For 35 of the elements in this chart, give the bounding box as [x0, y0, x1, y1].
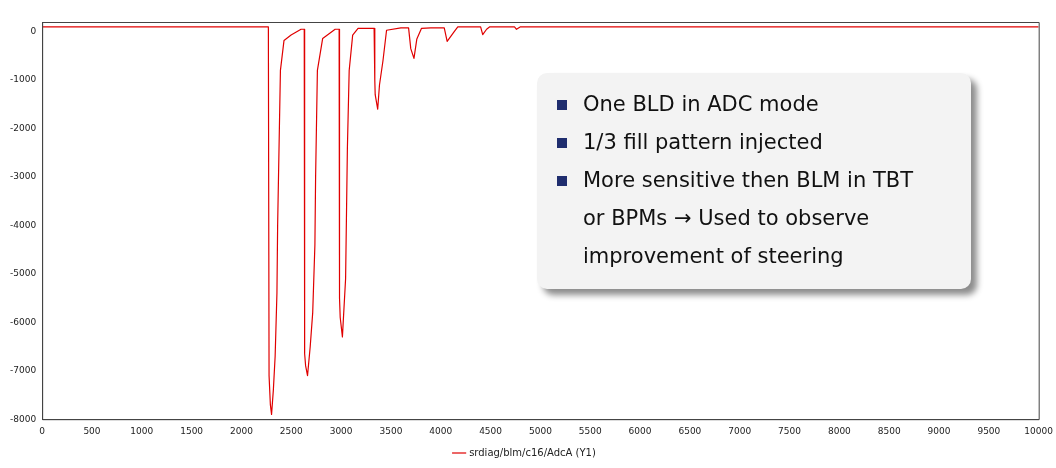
annotation: 1/3 fill pattern injected	[583, 130, 823, 154]
x-tick-label: 7500	[778, 425, 802, 436]
x-tick-label: 8500	[877, 425, 901, 436]
x-tick-label: 5000	[528, 425, 553, 436]
y-tick-label: -2000	[10, 122, 37, 133]
x-tick-label: 7000	[728, 425, 752, 436]
x-tick-label: 5500	[578, 425, 602, 436]
callout-box: One BLD in ADC mode 1/3 fill pattern injected More sensitive then BLM in TBT or BPMs → Used to observe improvement of steering	[537, 73, 971, 289]
x-tick-label: 0	[39, 425, 46, 436]
x-tick-label: 1000	[130, 425, 154, 436]
x-tick-label: 2500	[279, 425, 304, 436]
y-tick-label: -1000	[10, 74, 37, 85]
annotation: One BLD in ADC mode	[583, 92, 819, 116]
y-tick-label: -4000	[10, 219, 37, 230]
x-tick-label: 4500	[479, 425, 503, 436]
x-tick-label: 4000	[429, 425, 453, 436]
y-tick-label: -3000	[10, 171, 37, 182]
y-tick-label: -8000	[10, 413, 37, 424]
x-tick-label: 8000	[827, 425, 852, 436]
y-tick-label: -6000	[10, 316, 37, 327]
y-tick-label: -7000	[10, 365, 37, 376]
x-tick-label: 1500	[180, 425, 204, 436]
x-tick-label: 9500	[977, 425, 1001, 436]
x-tick-label: 6000	[628, 425, 652, 436]
x-tick-label: 500	[83, 425, 101, 436]
x-tick-label: 10000	[1024, 425, 1054, 436]
y-tick-label: 0	[30, 26, 37, 37]
y-tick-label: -5000	[10, 268, 37, 279]
x-tick-label: 3500	[379, 425, 403, 436]
legend-label: srdiag/blm/c16/AdcA (Y1)	[469, 446, 596, 458]
annotation: More sensitive then BLM in TBT or BPMs → Used to observe improvement of steering	[583, 168, 914, 268]
x-tick-label: 3000	[329, 425, 353, 436]
x-tick-label: 6500	[678, 425, 702, 436]
x-tick-label: 9000	[927, 425, 951, 436]
x-tick-label: 2000	[230, 425, 254, 436]
